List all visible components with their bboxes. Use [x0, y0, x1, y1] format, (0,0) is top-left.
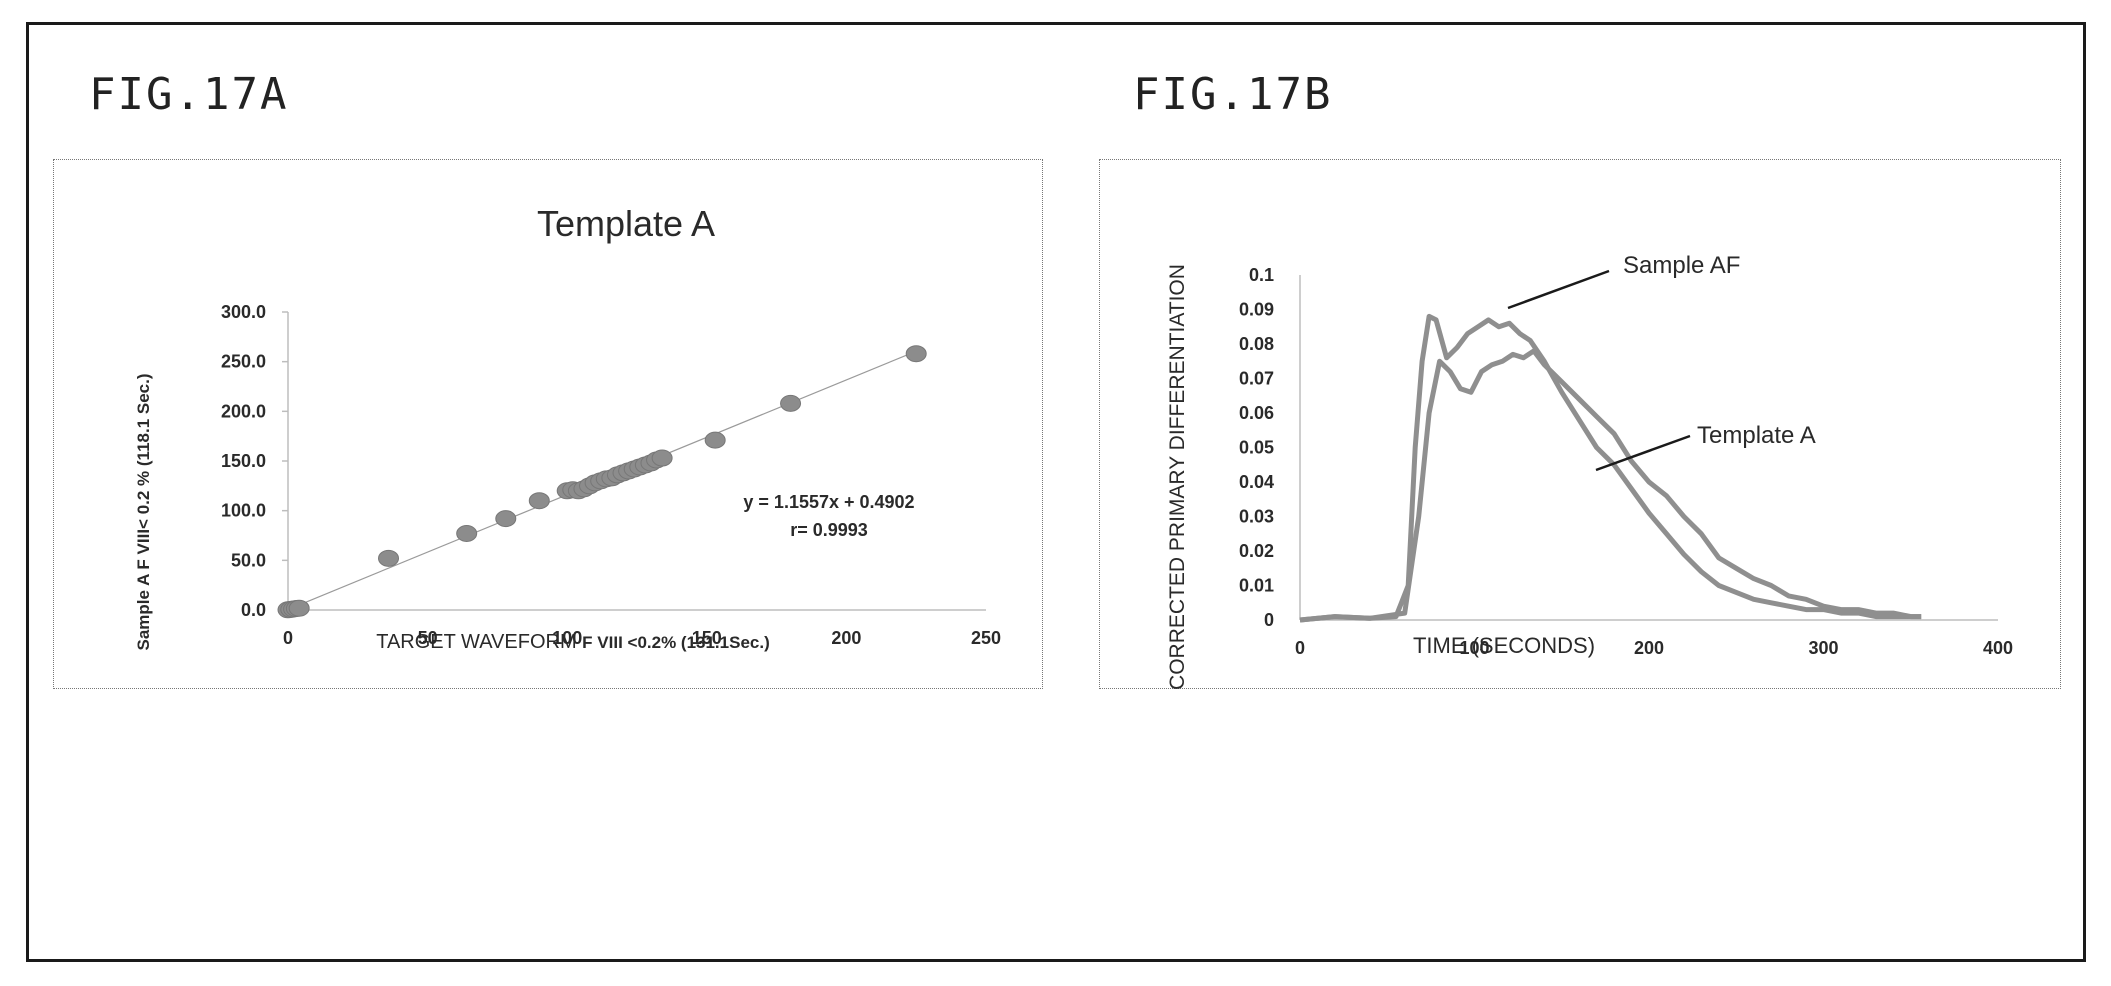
- scatter-panel: Template A 0.0 50.0 100.0 150.0 200.0 250.0 30…: [53, 159, 1043, 689]
- x-tick-label: 50: [418, 628, 438, 648]
- scatter-point: [528, 492, 550, 510]
- scatter-y-axis-label: Sample A F VIII< 0.2 % (118.1 Sec.): [134, 373, 153, 650]
- y-tick-label: 0.1: [1249, 265, 1274, 285]
- x-tick-label: 200: [831, 628, 861, 648]
- y-tick-label: 50.0: [231, 550, 266, 570]
- y-tick-label: 0.03: [1239, 507, 1274, 527]
- scatter-point: [651, 449, 673, 467]
- scatter-chart: Template A 0.0 50.0 100.0 150.0 200.0 250.0 30…: [134, 203, 1001, 653]
- y-tick-label: 200.0: [221, 401, 266, 421]
- figure-17a-label: FIG.17A: [89, 69, 289, 120]
- sample-af-leader-line: [1507, 269, 1610, 310]
- y-tick-label: 100.0: [221, 501, 266, 521]
- template-a-leader-line: [1595, 434, 1691, 472]
- scatter-point: [780, 394, 802, 412]
- x-tick-label: 100: [1459, 638, 1489, 658]
- y-tick-label: 0.01: [1239, 576, 1274, 596]
- scatter-point: [905, 345, 927, 363]
- sample-af-annotation: Sample AF: [1623, 252, 1740, 279]
- figure-17b-label: FIG.17B: [1133, 69, 1333, 120]
- sample-af-line: [1299, 313, 1922, 623]
- scatter-x-axis-label: TARGET WAVEFORM F VIII <0.2% (131.1Sec.): [376, 631, 770, 653]
- line-panel: 0 0.01 0.02 0.03 0.04 0.05 0.06 0.07 0.08 0.09 0.1…: [1099, 159, 2061, 690]
- line-x-axis-label: TIME (SECONDS): [1413, 633, 1595, 658]
- y-tick-label: 0: [1264, 610, 1274, 630]
- y-tick-label: 0.04: [1239, 472, 1274, 492]
- y-tick-label: 0.09: [1239, 300, 1274, 320]
- x-axis-label-bold: F VIII <0.2% (131.1Sec.): [582, 633, 770, 652]
- x-tick-label: 0: [283, 628, 293, 648]
- x-tick-label: 400: [1983, 638, 2013, 658]
- y-tick-label: 0.05: [1239, 438, 1274, 458]
- y-tick-label: 0.0: [241, 600, 266, 620]
- y-tick-label: 0.02: [1239, 541, 1274, 561]
- y-tick-label: 0.07: [1239, 369, 1274, 389]
- figure-frame: FIG.17A FIG.17B Template A 0.0 50.0 100.0 1…: [26, 22, 2086, 962]
- y-tick-label: 300.0: [221, 302, 266, 322]
- line-y-axis-label: CORRECTED PRIMARY DIFFERENTIATION: [1166, 264, 1189, 690]
- x-tick-label: 250: [971, 628, 1001, 648]
- x-tick-label: 100: [552, 628, 582, 648]
- y-tick-label: 150.0: [221, 451, 266, 471]
- x-axis-label-plain: TARGET WAVEFORM: [376, 631, 582, 653]
- scatter-point: [378, 549, 400, 567]
- x-tick-label: 200: [1634, 638, 1664, 658]
- x-tick-label: 150: [692, 628, 722, 648]
- x-tick-label: 0: [1295, 638, 1305, 658]
- correlation-coefficient: r= 0.9993: [790, 520, 868, 540]
- x-tick-label: 300: [1808, 638, 1838, 658]
- scatter-point: [288, 599, 310, 617]
- line-chart: 0 0.01 0.02 0.03 0.04 0.05 0.06 0.07 0.08 0.09 0.1…: [1166, 252, 2013, 690]
- y-tick-label: 0.08: [1239, 334, 1274, 354]
- template-a-line: [1299, 348, 1922, 623]
- trendline-equation: y = 1.1557x + 0.4902: [743, 492, 914, 512]
- scatter-point: [704, 431, 726, 449]
- scatter-point: [495, 510, 517, 528]
- template-a-annotation: Template A: [1697, 422, 1816, 449]
- y-tick-label: 250.0: [221, 352, 266, 372]
- scatter-point: [456, 525, 478, 543]
- scatter-title: Template A: [537, 203, 715, 244]
- y-tick-label: 0.06: [1239, 403, 1274, 423]
